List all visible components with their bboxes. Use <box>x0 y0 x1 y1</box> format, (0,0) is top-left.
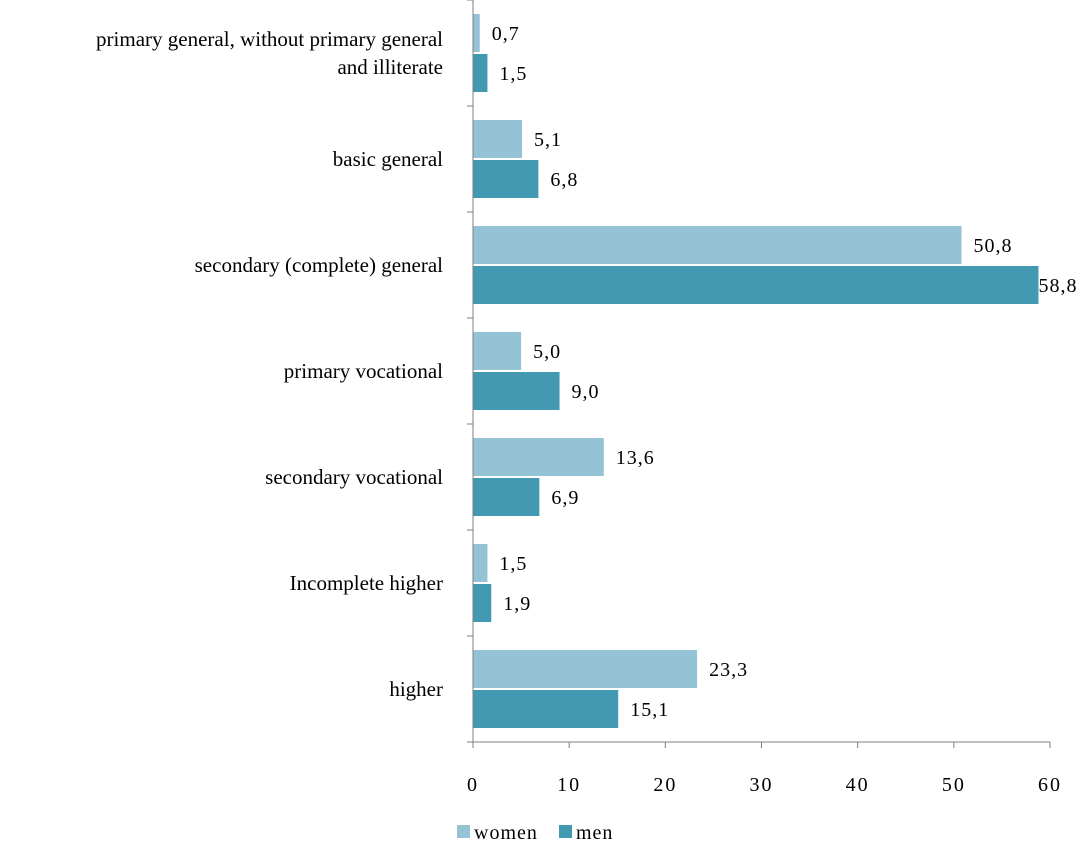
category-label: basic general <box>333 147 443 171</box>
x-tick-label: 10 <box>557 774 581 796</box>
category-label: higher <box>389 677 443 701</box>
bar-men <box>473 478 540 516</box>
bar-men <box>473 266 1039 304</box>
bar-women <box>473 226 962 264</box>
category-label: secondary (complete) general <box>195 253 444 277</box>
category-label: primary general, without primary general <box>96 27 443 51</box>
data-label-men: 1,9 <box>503 593 531 615</box>
data-label-men: 15,1 <box>630 699 669 721</box>
data-label-women: 50,8 <box>974 235 1013 257</box>
legend-swatch-women <box>457 825 470 838</box>
x-tick-label: 30 <box>750 774 774 796</box>
category-label: Incomplete higher <box>290 571 443 595</box>
bar-women <box>473 438 604 476</box>
data-label-men: 9,0 <box>572 381 600 403</box>
bar-women <box>473 332 522 370</box>
data-label-men: 6,8 <box>550 169 578 191</box>
x-tick-label: 40 <box>846 774 870 796</box>
data-label-men: 58,8 <box>1038 275 1077 297</box>
category-label: and illiterate <box>337 55 443 79</box>
data-label-men: 1,5 <box>499 63 527 85</box>
bar-men <box>473 54 488 92</box>
axes: 0 10 20 30 40 50 60 <box>467 0 1062 796</box>
data-label-women: 5,1 <box>534 129 562 151</box>
category-label: primary vocational <box>284 359 443 383</box>
data-label-women: 1,5 <box>499 553 527 575</box>
data-label-women: 0,7 <box>492 23 520 45</box>
x-tick-label: 0 <box>467 774 479 796</box>
x-tick-label: 20 <box>653 774 677 796</box>
legend-label-men: men <box>576 822 613 843</box>
bar-women <box>473 120 523 158</box>
legend: women men <box>457 822 613 843</box>
bars: 0,7 1,5 5,1 6,8 50,8 58,8 5,0 9,0 13,6 6,9 1,5 1,9 2… <box>473 14 1077 728</box>
bar-men <box>473 690 619 728</box>
x-tick-label: 50 <box>942 774 966 796</box>
legend-label-women: women <box>474 822 538 843</box>
category-label: secondary vocational <box>265 465 443 489</box>
data-label-men: 6,9 <box>551 487 579 509</box>
category-labels: primary general, without primary general… <box>96 27 443 701</box>
bar-men <box>473 372 560 410</box>
bar-women <box>473 544 488 582</box>
bar-men <box>473 584 492 622</box>
bar-men <box>473 160 539 198</box>
data-label-women: 13,6 <box>616 447 655 469</box>
data-label-women: 23,3 <box>709 659 748 681</box>
legend-swatch-men <box>559 825 572 838</box>
x-tick-label: 60 <box>1038 774 1062 796</box>
bar-women <box>473 14 480 52</box>
data-label-women: 5,0 <box>533 341 561 363</box>
bar-women <box>473 650 698 688</box>
